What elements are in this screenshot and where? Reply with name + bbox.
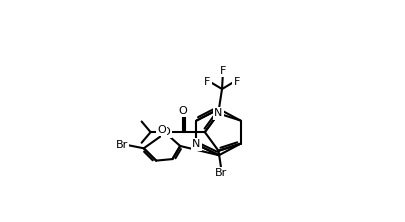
Text: F: F bbox=[233, 77, 239, 87]
Text: O: O bbox=[157, 125, 166, 135]
Text: Br: Br bbox=[214, 168, 227, 178]
Text: N: N bbox=[192, 139, 200, 149]
Text: Br: Br bbox=[115, 140, 128, 150]
Text: F: F bbox=[219, 66, 226, 76]
Text: O: O bbox=[161, 127, 170, 137]
Text: N: N bbox=[214, 108, 222, 119]
Text: O: O bbox=[178, 106, 187, 116]
Text: F: F bbox=[204, 77, 210, 87]
